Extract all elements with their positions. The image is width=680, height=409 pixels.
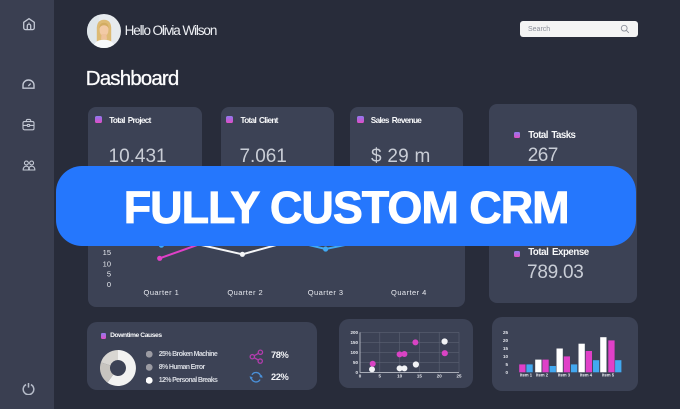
svg-text:50: 50	[353, 360, 359, 365]
svg-text:25: 25	[456, 374, 462, 379]
svg-text:25: 25	[503, 330, 509, 335]
svg-text:15: 15	[103, 248, 111, 257]
svg-text:20: 20	[503, 338, 509, 343]
svg-text:0: 0	[359, 374, 362, 379]
svg-text:Item 2: Item 2	[536, 373, 549, 378]
svg-text:150: 150	[350, 340, 358, 345]
svg-text:Item 1: Item 1	[520, 373, 533, 378]
svg-text:Quarter 1: Quarter 1	[144, 288, 180, 297]
svg-text:Quarter 2: Quarter 2	[227, 288, 263, 297]
svg-text:10: 10	[103, 259, 111, 268]
svg-text:Quarter 4: Quarter 4	[391, 288, 427, 297]
svg-text:10: 10	[397, 374, 403, 379]
svg-text:20: 20	[437, 374, 443, 379]
svg-text:0: 0	[505, 370, 508, 375]
svg-text:200: 200	[350, 330, 358, 335]
svg-text:100: 100	[350, 350, 358, 355]
svg-text:5: 5	[379, 374, 382, 379]
svg-text:Item 5: Item 5	[602, 373, 615, 378]
svg-text:0: 0	[107, 280, 111, 289]
svg-text:10: 10	[503, 354, 509, 359]
svg-text:15: 15	[503, 346, 509, 351]
svg-text:5: 5	[107, 270, 111, 279]
svg-text:Item 3: Item 3	[558, 373, 571, 378]
svg-text:15: 15	[417, 374, 423, 379]
svg-text:0: 0	[355, 370, 358, 375]
svg-text:5: 5	[505, 362, 508, 367]
svg-text:Item 4: Item 4	[580, 373, 593, 378]
svg-text:Quarter 3: Quarter 3	[308, 288, 344, 297]
